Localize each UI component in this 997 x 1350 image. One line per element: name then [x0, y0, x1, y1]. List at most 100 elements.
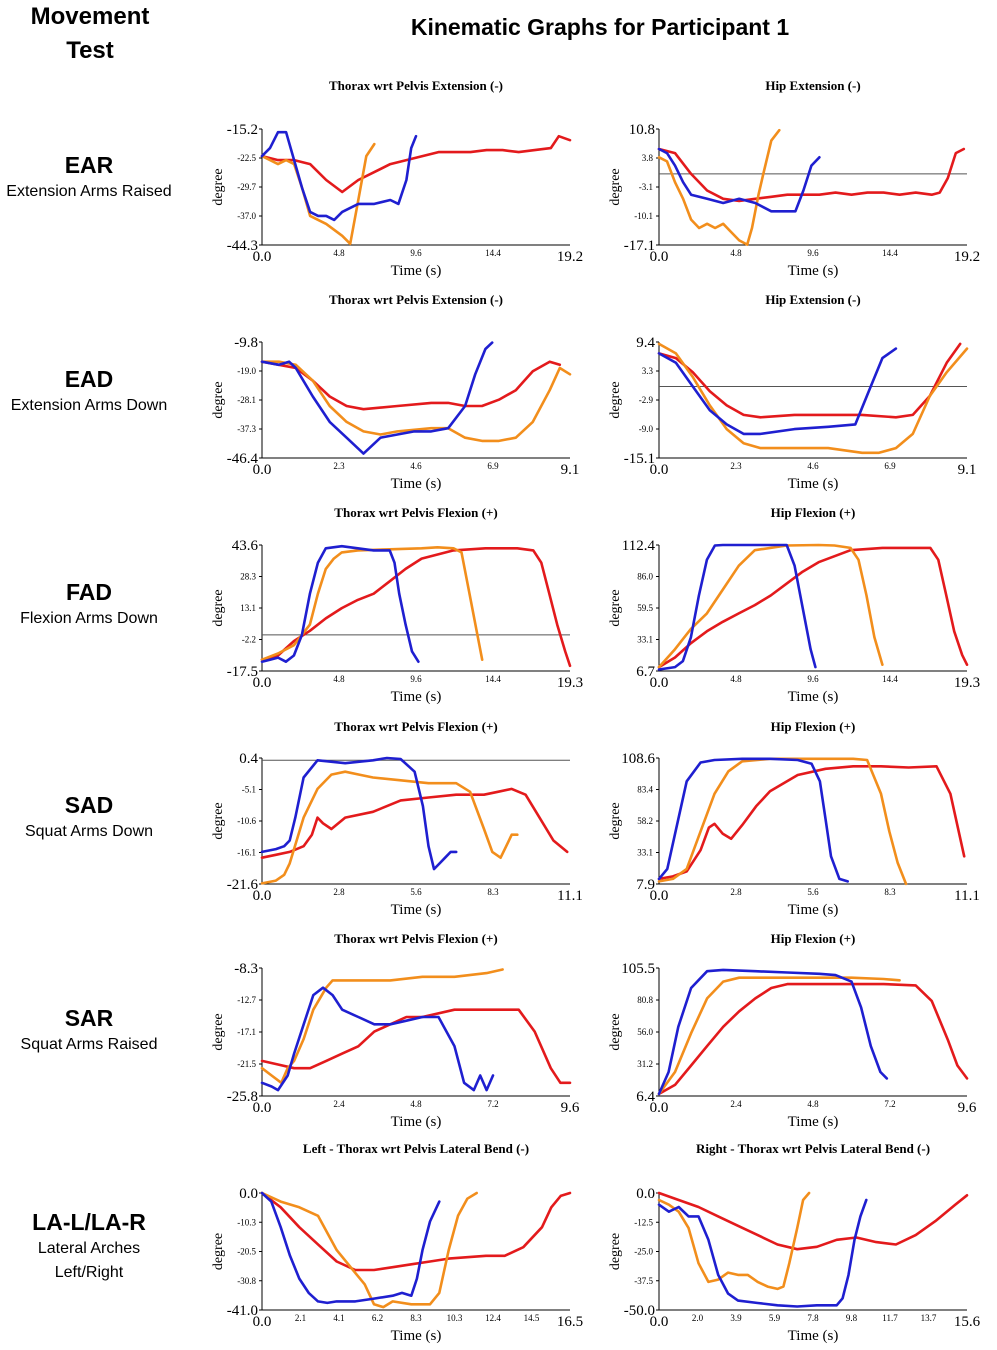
chart-10-ytick-label: 105.5 [621, 961, 655, 977]
chart-11-series-orange [260, 1191, 479, 1309]
chart-12-ytick-label: -37.5 [634, 1276, 653, 1286]
chart-12-x-axis-label: Time (s) [788, 1328, 839, 1344]
chart-10-xtick-label: 2.4 [730, 1099, 742, 1109]
chart-4-ytick-label: 9.4 [636, 335, 655, 351]
chart-5-xtick-label: 0.0 [253, 675, 272, 691]
chart-6-ytick-label: 6.7 [636, 664, 655, 680]
chart-9-ytick-label: -25.8 [227, 1089, 258, 1105]
chart-5-ytick-label: 28.3 [240, 572, 256, 582]
row-label-ead: EAD Extension Arms Down [0, 364, 178, 418]
chart-7-y-axis-label: degree [211, 802, 226, 839]
chart-12-xtick-label: 0.0 [650, 1314, 669, 1330]
chart-1-title: Thorax wrt Pelvis Extension (-) [329, 78, 503, 93]
chart-9-y-axis-label: degree [211, 1013, 226, 1050]
chart-6-x-axis-label: Time (s) [788, 689, 839, 705]
chart-9-xtick-label: 4.8 [410, 1099, 422, 1109]
chart-12-y-axis-label: degree [608, 1233, 623, 1270]
chart-12-xtick-label: 9.8 [846, 1313, 858, 1323]
chart-1-ytick-label: -15.2 [227, 122, 258, 138]
row-code: EAR [64, 152, 114, 178]
chart-1-xtick-label: 9.6 [410, 248, 422, 258]
chart-11-y-axis-label: degree [211, 1233, 226, 1270]
chart-12-ytick-label: -50.0 [624, 1303, 655, 1319]
chart-7-ytick-label: -21.6 [227, 877, 259, 893]
chart-2-xtick-label: 9.6 [807, 248, 819, 258]
chart-11-x-axis-label: Time (s) [391, 1328, 442, 1344]
chart-10-y-axis-label: degree [608, 1013, 623, 1050]
chart-1-ytick-label: -22.5 [237, 153, 256, 163]
row-label-ear: EAR Extension Arms Raised [0, 150, 178, 204]
chart-11-series-blue [260, 1191, 441, 1305]
chart-9-xtick-label: 7.2 [487, 1099, 498, 1109]
chart-2-ytick-label: -10.1 [634, 211, 653, 221]
chart-10-xtick-label: 0.0 [650, 1100, 669, 1116]
chart-9-ytick-label: -8.3 [234, 961, 258, 977]
chart-9-xtick-label: 0.0 [253, 1100, 272, 1116]
row-code: EAD [64, 366, 114, 392]
chart-10-xtick-label: 4.8 [807, 1099, 819, 1109]
chart-6-ytick-label: 33.1 [637, 635, 653, 645]
chart-7-xtick-label: 11.1 [557, 888, 583, 904]
chart-2-ytick-label: 3.8 [642, 153, 654, 163]
row-desc: Extension Arms Raised [6, 183, 172, 200]
chart-9-ytick-label: -17.1 [237, 1027, 256, 1037]
chart-5-series-blue [260, 544, 420, 664]
chart-1-series-orange [260, 142, 376, 246]
chart-12-ytick-label: -12.5 [634, 1217, 653, 1227]
chart-2-xtick-label: 14.4 [882, 248, 898, 258]
chart-12-xtick-label: 15.6 [954, 1314, 981, 1330]
chart-9-ytick-label: -12.7 [237, 995, 256, 1005]
chart-4-xtick-label: 4.6 [807, 461, 819, 471]
chart-1-ytick-label: -29.7 [237, 182, 256, 192]
chart-8-series-orange [657, 757, 908, 886]
chart-10-ytick-label: 80.8 [637, 995, 653, 1005]
chart-5-xtick-label: 14.4 [485, 674, 501, 684]
chart-9-x-axis-label: Time (s) [391, 1114, 442, 1130]
chart-2-title: Hip Extension (-) [765, 78, 860, 93]
chart-4-series-red [657, 342, 962, 419]
chart-11-xtick-label: 12.4 [485, 1313, 501, 1323]
chart-8-xtick-label: 5.6 [807, 887, 819, 897]
chart-6-ytick-label: 59.5 [637, 603, 653, 613]
chart-6-title: Hip Flexion (+) [771, 505, 856, 520]
movement-test-header: Movement Test [30, 3, 150, 64]
chart-3-xtick-label: 4.6 [410, 461, 422, 471]
chart-10-ytick-label: 6.4 [636, 1089, 655, 1105]
chart-12-series-blue [657, 1198, 868, 1308]
chart-5-series-orange [260, 545, 484, 662]
chart-11-xtick-label: 4.1 [333, 1313, 344, 1323]
chart-12-series-orange [657, 1191, 811, 1291]
chart-11-ytick-label: 0.0 [239, 1186, 258, 1202]
chart-3-xtick-label: 6.9 [487, 461, 499, 471]
chart-2-y-axis-label: degree [608, 168, 623, 205]
chart-6-series-blue [657, 543, 817, 671]
chart-9-xtick-label: 9.6 [561, 1100, 580, 1116]
chart-4-ytick-label: 3.3 [642, 366, 654, 376]
chart-2-series-blue [657, 147, 821, 213]
chart-2-xtick-label: 0.0 [650, 249, 669, 265]
chart-1-x-axis-label: Time (s) [391, 263, 442, 279]
chart-11-xtick-label: 6.2 [372, 1313, 383, 1323]
chart-2-series-red [657, 147, 966, 203]
chart-11-xtick-label: 10.3 [447, 1313, 463, 1323]
chart-5-ytick-label: 43.6 [232, 538, 259, 554]
chart-8-title: Hip Flexion (+) [771, 719, 856, 734]
chart-7-xtick-label: 8.3 [487, 887, 499, 897]
chart-11-xtick-label: 0.0 [253, 1314, 272, 1330]
chart-12-series-red [657, 1191, 969, 1251]
chart-12-xtick-label: 13.7 [921, 1313, 937, 1323]
chart-11-xtick-label: 2.1 [295, 1313, 306, 1323]
chart-6-ytick-label: 86.0 [637, 572, 653, 582]
chart-7-ytick-label: -16.1 [237, 848, 256, 858]
chart-5-xtick-label: 19.3 [557, 675, 583, 691]
main-title: Kinematic Graphs for Participant 1 [410, 14, 790, 40]
chart-8-xtick-label: 8.3 [884, 887, 896, 897]
chart-12-ytick-label: -25.0 [634, 1247, 653, 1257]
row-code: FAD [66, 579, 112, 605]
chart-10-xtick-label: 7.2 [884, 1099, 895, 1109]
chart-7-ytick-label: -10.6 [237, 816, 256, 826]
chart-4-xtick-label: 9.1 [958, 462, 977, 478]
chart-5-series-red [260, 546, 572, 668]
chart-5-x-axis-label: Time (s) [391, 689, 442, 705]
chart-5-xtick-label: 9.6 [410, 674, 422, 684]
